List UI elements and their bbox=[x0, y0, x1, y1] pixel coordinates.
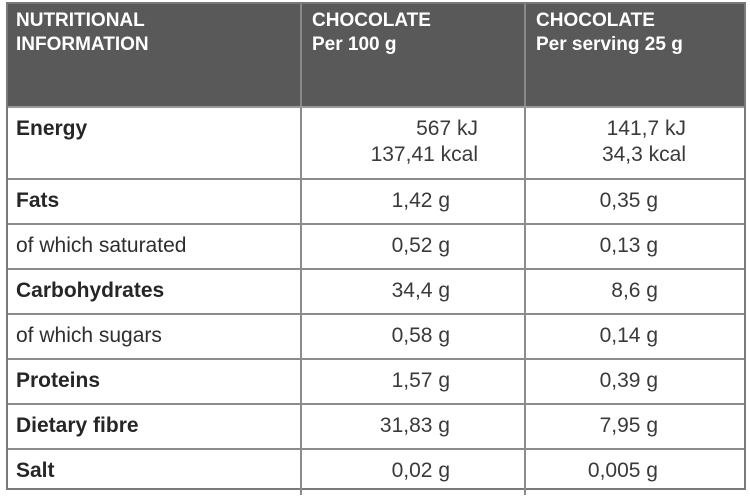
table-row: of which saturated 0,52 g 0,13 g bbox=[8, 225, 744, 270]
table-row-energy: Energy 567 kJ 137,41 kcal 141,7 kJ 34,3 … bbox=[8, 108, 744, 180]
header-col3-line2: Per serving 25 g bbox=[536, 34, 683, 55]
value-per-100g: 0,52 g bbox=[391, 234, 450, 257]
header-cell-nutritional-information: NUTRITIONAL INFORMATION bbox=[8, 4, 302, 62]
header-col2-line1: CHOCOLATE bbox=[312, 10, 431, 31]
row-label: of which sugars bbox=[16, 324, 162, 347]
table-row: Proteins 1,57 g 0,39 g bbox=[8, 360, 744, 405]
value-per-serving: 7,95 g bbox=[599, 414, 658, 437]
header-spacer-row bbox=[8, 62, 744, 108]
value-per-serving: 0,005 g bbox=[587, 459, 658, 482]
value-per-100g: 0,02 g bbox=[391, 459, 450, 482]
energy-serving-kcal: 34,3 kcal bbox=[601, 143, 686, 166]
value-per-serving: 8,6 g bbox=[611, 279, 658, 302]
energy-serving-kj: 141,7 kJ bbox=[606, 117, 686, 140]
value-per-100g: 0,58 g bbox=[391, 324, 450, 347]
value-per-serving: 0,39 g bbox=[599, 369, 658, 392]
row-label: Dietary fibre bbox=[16, 414, 139, 437]
energy-per100-kj: 567 kJ bbox=[416, 117, 478, 140]
table-row: Carbohydrates 34,4 g 8,6 g bbox=[8, 270, 744, 315]
row-label: Proteins bbox=[16, 369, 101, 392]
row-label: Salt bbox=[16, 459, 55, 482]
table-header-row: NUTRITIONAL INFORMATION CHOCOLATE Per 10… bbox=[8, 4, 744, 62]
value-per-serving: 0,35 g bbox=[599, 189, 658, 212]
table-row: of which sugars 0,58 g 0,14 g bbox=[8, 315, 744, 360]
row-label: of which saturated bbox=[16, 234, 187, 257]
header-col2-line2: Per 100 g bbox=[312, 34, 397, 55]
row-label: Carbohydrates bbox=[16, 279, 165, 302]
energy-per100-kcal: 137,41 kcal bbox=[370, 143, 478, 166]
table-row: Fats 1,42 g 0,35 g bbox=[8, 180, 744, 225]
row-label: Energy bbox=[16, 117, 88, 140]
header-col1-line1: NUTRITIONAL bbox=[16, 10, 145, 31]
value-per-100g: 1,42 g bbox=[391, 189, 450, 212]
header-col3-line1: CHOCOLATE bbox=[536, 10, 655, 31]
value-per-100g: 31,83 g bbox=[379, 414, 450, 437]
table-row: Dietary fibre 31,83 g 7,95 g bbox=[8, 405, 744, 450]
row-label: Fats bbox=[16, 189, 60, 212]
table-row: Salt 0,02 g 0,005 g bbox=[8, 450, 744, 495]
header-cell-per-serving: CHOCOLATE Per serving 25 g bbox=[526, 4, 744, 62]
value-per-100g: 34,4 g bbox=[391, 279, 450, 302]
header-cell-per-100g: CHOCOLATE Per 100 g bbox=[302, 4, 526, 62]
value-per-100g: 1,57 g bbox=[391, 369, 450, 392]
value-per-serving: 0,13 g bbox=[599, 234, 658, 257]
nutrition-table: NUTRITIONAL INFORMATION CHOCOLATE Per 10… bbox=[6, 2, 746, 495]
value-per-serving: 0,14 g bbox=[599, 324, 658, 347]
header-col1-line2: INFORMATION bbox=[16, 34, 149, 55]
